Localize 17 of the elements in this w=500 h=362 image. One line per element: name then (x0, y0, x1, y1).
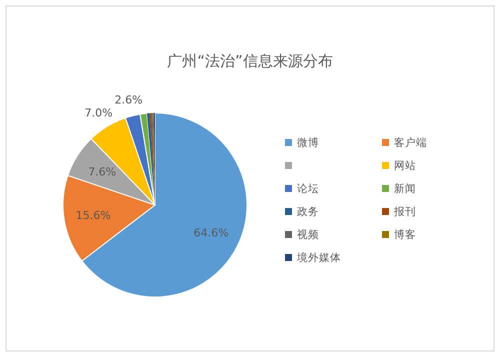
legend-label: 报刊 (393, 206, 416, 218)
data-label: 7.0% (84, 106, 113, 120)
legend-label: 博客 (394, 228, 416, 241)
legend-label: 微博 (297, 136, 319, 149)
legend-label: 境外媒体 (296, 251, 341, 264)
pie-slice (146, 113, 155, 205)
legend-label: 视频 (297, 228, 319, 241)
legend-label: 网站 (394, 159, 416, 172)
data-label: 2.6% (114, 94, 143, 107)
data-label: 15.6% (76, 209, 111, 222)
legend-label: 论坛 (297, 183, 319, 195)
chart-title: 广州“法治”信息来源分布 (167, 52, 333, 70)
legend-label: 客户端 (394, 136, 427, 149)
legend-label: 政务 (297, 206, 319, 218)
data-label: 7.6% (88, 165, 116, 178)
legend-label: 新闻 (394, 182, 416, 195)
data-label: 64.6% (194, 226, 229, 240)
